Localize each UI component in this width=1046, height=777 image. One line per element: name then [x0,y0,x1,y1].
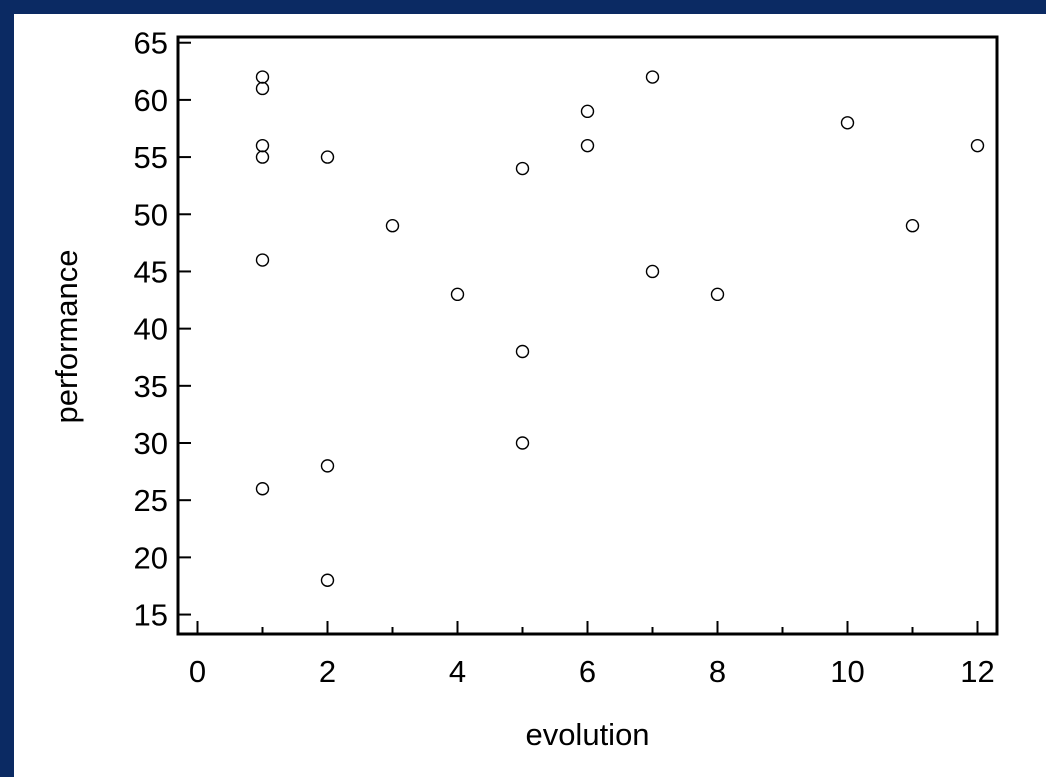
data-point [320,459,335,473]
data-point [515,161,530,176]
y-tick-label: 15 [134,598,168,633]
x-tick-label: 2 [319,654,336,689]
y-tick-label: 55 [134,140,168,175]
data-point [710,287,725,302]
y-tick-label: 50 [134,197,168,232]
data-point [580,138,595,153]
x-tick-label: 0 [189,654,206,689]
data-point [645,264,660,279]
data-point [970,138,985,153]
data-point [320,573,335,587]
y-axis-label: performance [49,249,84,423]
axes: 0 2 4 6 8 10 12 15 20 25 30 35 40 45 50 55 60 65 [134,26,999,689]
data-point [645,70,660,84]
y-tick-label: 60 [134,83,168,118]
data-point [255,253,270,267]
data-point [385,219,400,233]
x-tick-label: 12 [960,654,994,689]
data-point [255,81,270,96]
data-point [905,219,920,233]
x-tick-label: 8 [709,654,726,689]
y-tick-label: 30 [134,426,168,461]
x-tick-label: 10 [830,654,864,689]
y-tick-label: 25 [134,483,168,518]
data-point [515,436,530,450]
y-tick-label: 35 [134,369,168,404]
y-tick-label: 40 [134,312,168,347]
x-tick-label: 6 [579,654,596,689]
y-tick-label: 65 [134,26,168,61]
data-point [580,104,595,119]
data-points [255,70,985,587]
x-tick-label: 4 [449,654,466,689]
data-point [255,150,270,164]
scatter-chart: 0 2 4 6 8 10 12 15 20 25 30 35 40 45 50 55 60 65 evolutio… [49,26,999,752]
y-tick-label: 20 [134,540,168,575]
chart-panel: 0 2 4 6 8 10 12 15 20 25 30 35 40 45 50 55 60 65 evolutio… [14,14,1046,777]
data-point [450,287,465,302]
data-point [515,344,530,359]
y-tick-label: 45 [134,254,168,289]
plot-frame [176,35,999,636]
data-point [320,150,335,164]
x-axis-label: evolution [525,717,649,752]
data-point [840,116,855,130]
data-point [255,482,270,496]
